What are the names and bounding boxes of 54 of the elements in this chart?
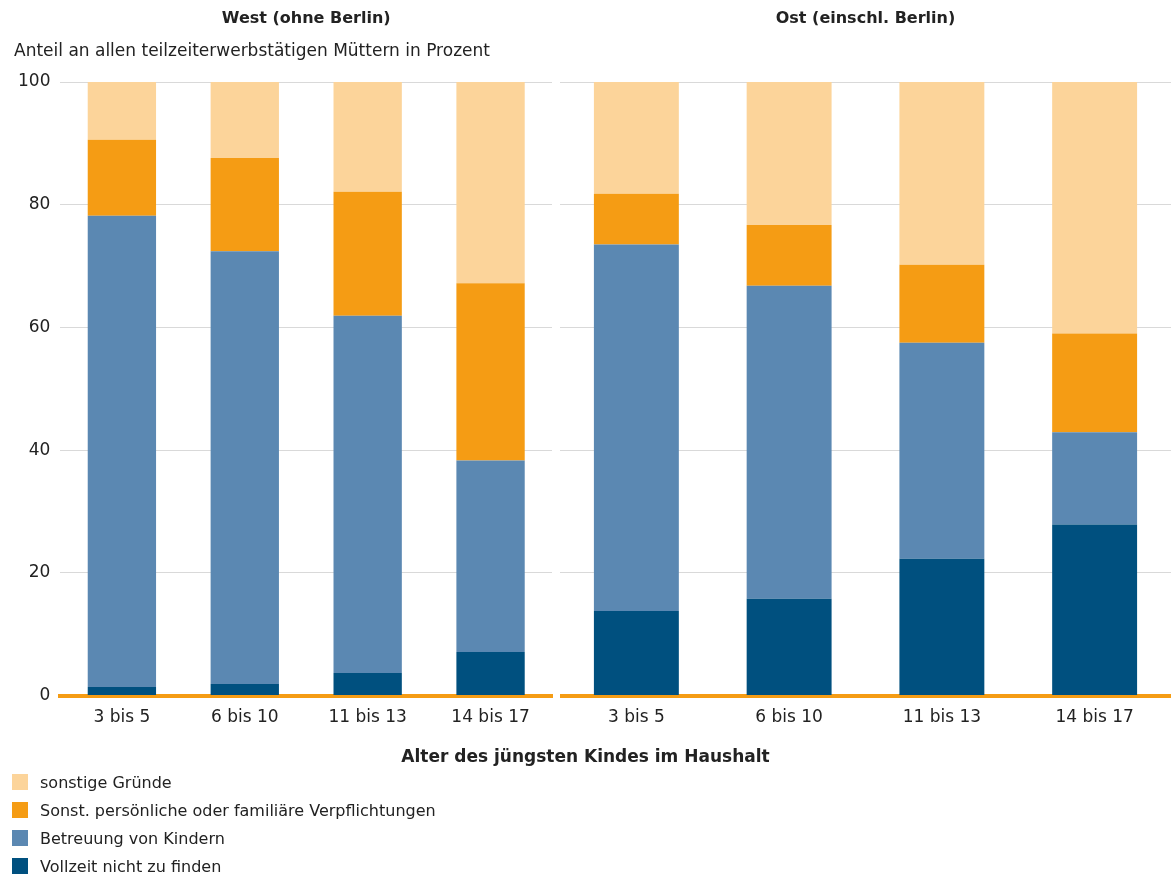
legend-label: sonstige Gründe xyxy=(40,772,172,792)
bar xyxy=(333,672,402,696)
bar xyxy=(1052,82,1138,334)
bar xyxy=(746,598,832,696)
bar xyxy=(210,158,279,252)
bar xyxy=(1052,524,1138,696)
bar xyxy=(87,82,157,140)
bar xyxy=(593,610,679,696)
y-tick-label: 80 xyxy=(28,193,51,214)
y-tick-label: 100 xyxy=(17,70,51,91)
bar xyxy=(87,215,157,688)
bar xyxy=(899,82,985,265)
bar xyxy=(87,139,157,216)
bar xyxy=(333,315,402,673)
x-tick-label: 14 bis 17 xyxy=(1055,706,1134,727)
x-tick-label: 3 bis 5 xyxy=(607,706,665,727)
bar xyxy=(456,652,525,696)
legend-label: Vollzeit nicht zu finden xyxy=(40,856,222,876)
y-tick-label: 0 xyxy=(39,684,51,705)
x-tick-label: 3 bis 5 xyxy=(93,706,151,727)
bar xyxy=(87,687,157,696)
bar xyxy=(746,285,832,599)
bar xyxy=(899,264,985,343)
bar xyxy=(210,683,279,696)
bar xyxy=(1052,333,1138,433)
bar xyxy=(899,342,985,559)
bar xyxy=(593,193,679,245)
chart-title: Ost (einschl. Berlin) xyxy=(774,8,957,27)
y-axis-title: Anteil an allen teilzeiterwerbstätigen Müttern in Prozent xyxy=(14,40,490,60)
bar xyxy=(210,82,279,159)
bar xyxy=(456,460,525,653)
bar xyxy=(333,82,402,192)
bar xyxy=(593,244,679,611)
bar xyxy=(456,283,525,461)
legend-label: Betreuung von Kindern xyxy=(40,828,225,848)
bar xyxy=(456,82,525,284)
x-axis-title: Alter des jüngsten Kindes im Haushalt xyxy=(400,746,771,766)
bar xyxy=(210,251,279,684)
x-tick-label: 11 bis 13 xyxy=(902,706,982,727)
bar xyxy=(1052,432,1138,525)
y-tick-label: 60 xyxy=(28,315,51,336)
x-tick-label: 14 bis 17 xyxy=(451,706,530,727)
x-tick-label: 11 bis 13 xyxy=(328,706,407,727)
bar xyxy=(593,82,679,194)
x-tick-label: 6 bis 10 xyxy=(755,706,823,727)
bar xyxy=(333,191,402,316)
chart-title: West (ohne Berlin) xyxy=(220,8,392,27)
bar xyxy=(899,558,985,696)
bar xyxy=(746,82,832,225)
x-tick-label: 6 bis 10 xyxy=(210,706,279,727)
legend-label: Sonst. persönliche oder familiäre Verpflichtungen xyxy=(40,800,436,820)
y-tick-label: 40 xyxy=(28,438,51,459)
y-tick-label: 20 xyxy=(28,561,51,582)
bar xyxy=(746,224,832,286)
